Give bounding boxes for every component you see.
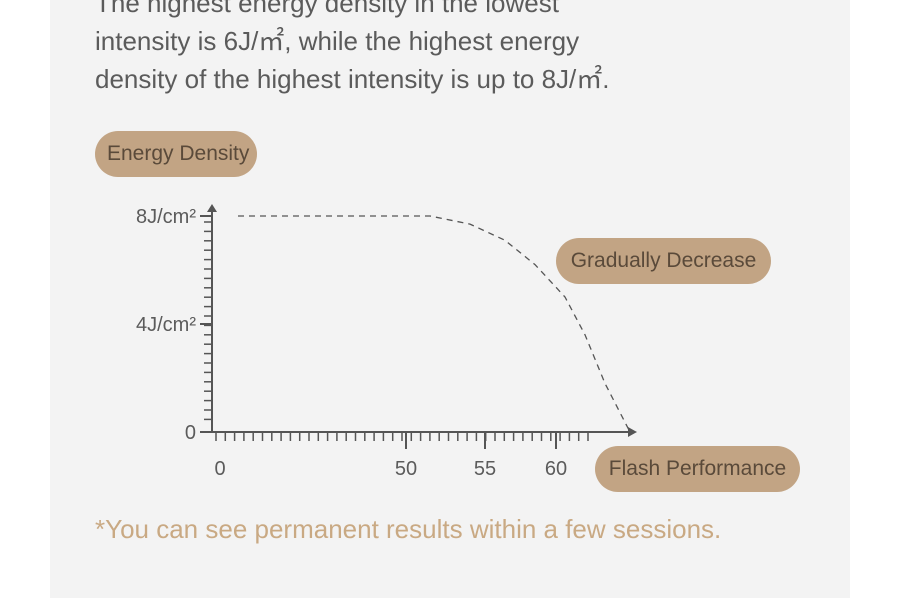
y-tick-label: 8J/cm² bbox=[136, 206, 196, 228]
x-axis-arrow bbox=[628, 427, 637, 437]
x-tick-label: 0 bbox=[214, 458, 225, 480]
intro-line-1: The highest energy density in the lowest bbox=[95, 0, 559, 18]
y-tick-label: 0 bbox=[185, 422, 196, 444]
x-tick-label: 60 bbox=[545, 458, 567, 480]
intro-text: The highest energy density in the lowest… bbox=[95, 0, 715, 98]
y-axis-arrow bbox=[207, 204, 217, 212]
y-axis-label: Energy Density bbox=[95, 131, 257, 177]
x-axis-label: Flash Performance bbox=[595, 446, 800, 492]
intro-line-3: density of the highest intensity is up t… bbox=[95, 64, 610, 94]
content-panel bbox=[50, 0, 850, 598]
y-axis-minor-ticks bbox=[204, 221, 212, 421]
trend-annotation: Gradually Decrease bbox=[556, 238, 771, 284]
intro-line-2: intensity is 6J/㎡, while the highest ene… bbox=[95, 26, 580, 56]
y-tick-label: 4J/cm² bbox=[136, 314, 196, 336]
x-tick-label: 55 bbox=[474, 458, 496, 480]
footnote: *You can see permanent results within a … bbox=[95, 514, 722, 544]
x-tick-label: 50 bbox=[395, 458, 417, 480]
x-axis-minor-ticks bbox=[215, 432, 589, 441]
series-line-dashed bbox=[238, 215, 631, 433]
